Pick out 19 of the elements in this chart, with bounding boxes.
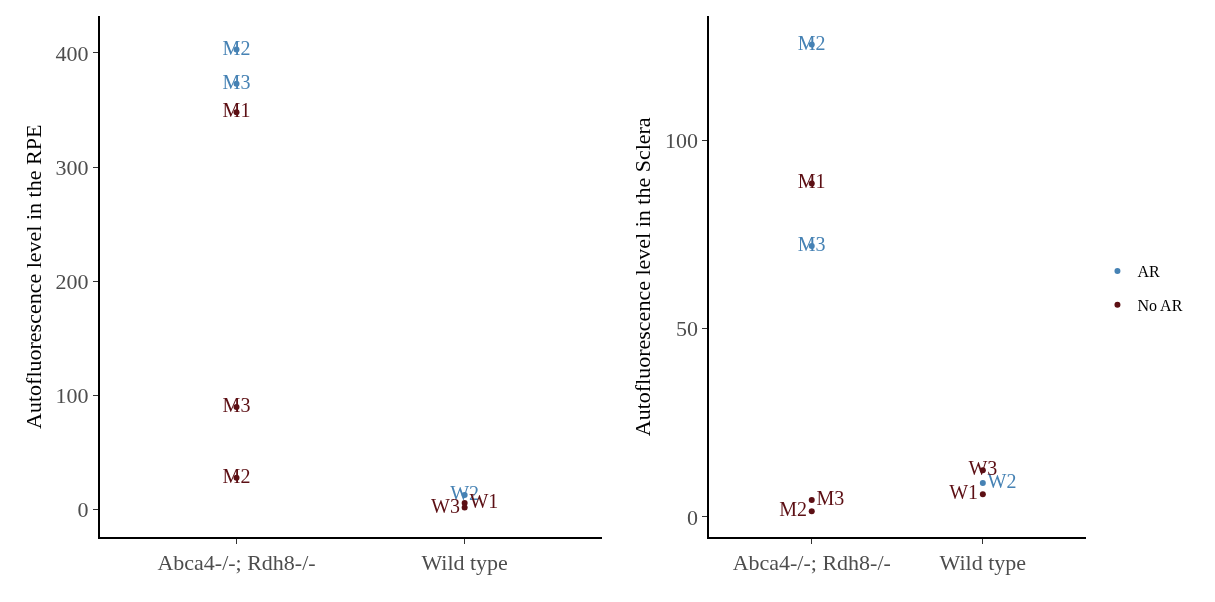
legend-label: No AR — [1137, 296, 1183, 314]
data-label: W1 — [949, 481, 979, 504]
y-tick-label: 100 — [55, 383, 89, 409]
data-label: M3 — [816, 486, 845, 509]
y-tick-label: 0 — [77, 497, 89, 523]
x-tick-label: Wild type — [421, 550, 508, 576]
y-tick-label: 200 — [55, 269, 89, 295]
y-axis-title: Autofluorescence level in the RPE — [20, 124, 46, 429]
x-tick-label: Abca4-/-; Rdh8-/- — [732, 550, 891, 576]
y-tick-label: 50 — [675, 316, 698, 342]
y-tick-label: 100 — [664, 128, 698, 154]
y-tick-label: 0 — [686, 504, 698, 530]
legend-label: AR — [1137, 263, 1160, 281]
y-axis-title: Autofluorescence level in the Sclera — [630, 117, 656, 437]
x-tick-label: Wild type — [939, 550, 1027, 576]
data-label: M2 — [779, 498, 807, 521]
x-tick-label: Abca4-/-; Rdh8-/- — [157, 550, 316, 576]
y-tick-label: 400 — [55, 40, 89, 66]
y-tick-label: 300 — [55, 154, 89, 180]
